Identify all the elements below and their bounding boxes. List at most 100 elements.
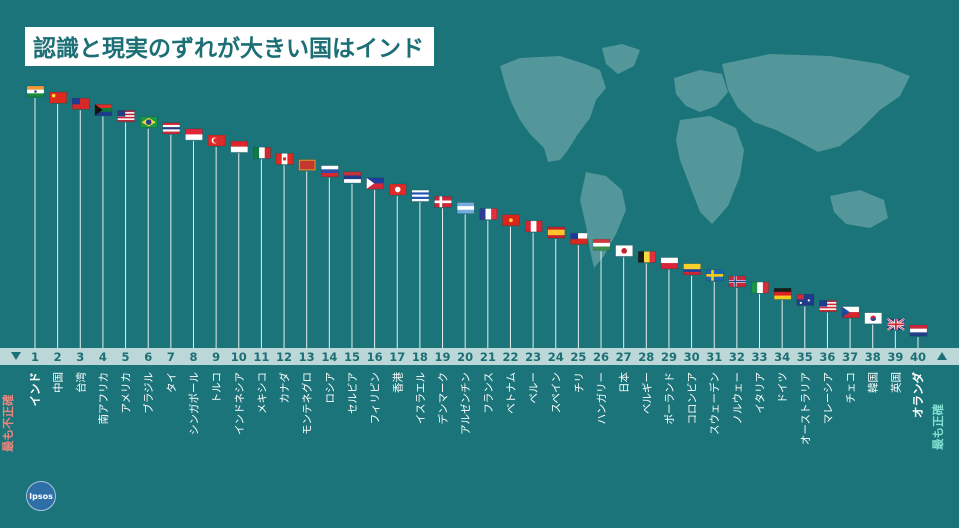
rank-number: 23 <box>525 350 541 364</box>
rank-number: 17 <box>389 350 405 364</box>
italy-flag-icon <box>751 281 769 294</box>
country-name-label: ノルウェー <box>732 372 744 425</box>
chile-flag-icon <box>570 232 588 245</box>
band-left-arrow-icon <box>11 352 21 360</box>
rank-number: 14 <box>321 350 337 364</box>
country-name-label: フランス <box>483 372 495 414</box>
map-australia <box>830 190 888 228</box>
rank-number: 30 <box>684 350 700 364</box>
country-name-label: ブラジル <box>142 372 155 414</box>
rank-number: 35 <box>797 350 813 364</box>
country-name-label: ドイツ <box>777 372 789 404</box>
vietnam-flag-icon <box>502 214 520 226</box>
france-flag-icon <box>479 208 498 220</box>
uk-flag-icon <box>886 317 905 331</box>
rank-number: 21 <box>480 350 496 364</box>
rank-number: 28 <box>638 350 654 364</box>
rank-number: 18 <box>412 350 428 364</box>
country-name-label: チェコ <box>845 372 857 404</box>
flags <box>26 85 928 337</box>
country-name-label: ポーランド <box>664 372 676 425</box>
denmark-flag-icon <box>434 196 452 208</box>
rank-number: 40 <box>910 350 926 364</box>
most-accurate-label: 最も正確 <box>931 404 945 450</box>
argentina-flag-icon <box>456 202 475 214</box>
rank-number: 32 <box>729 350 745 364</box>
map-greenland <box>602 44 640 74</box>
country-name-label: イスラエル <box>415 372 427 424</box>
peru-flag-icon <box>524 220 543 233</box>
country-names: インド 中国 台湾 南アフリカ アメリカ ブラジル タイ シンガポール トルコ インドネシア メキシ… <box>28 372 925 445</box>
world-map-background <box>500 44 910 268</box>
rank-number: 10 <box>231 350 247 364</box>
country-name-label: オーストラリア <box>800 372 812 445</box>
rank-number: 9 <box>212 350 220 364</box>
page-title: 認識と現実のずれが大きい国はインド <box>33 36 424 62</box>
country-name-label: 南アフリカ <box>97 372 110 425</box>
country-name-label: カナダ <box>278 372 291 404</box>
serbia-flag-icon <box>343 171 362 184</box>
band-right-arrow-icon <box>937 352 947 360</box>
rank-number: 8 <box>189 350 197 364</box>
turkey-flag-icon <box>207 134 226 147</box>
country-name-label: ペルー <box>528 372 540 404</box>
australia-flag-icon <box>796 294 815 306</box>
country-name-label: 台湾 <box>74 372 87 393</box>
rank-number: 7 <box>167 350 175 364</box>
spain-flag-icon <box>547 226 565 239</box>
indonesia-flag-icon <box>230 140 249 153</box>
country-name-label: モンテネグロ <box>301 372 314 435</box>
country-name-label: インド <box>28 372 42 407</box>
country-name-label: インドネシア <box>234 372 246 435</box>
country-name-label: シンガポール <box>188 372 200 435</box>
country-name-label: 英国 <box>889 372 902 393</box>
country-name-label: アメリカ <box>121 372 133 413</box>
thailand-flag-icon <box>162 122 181 135</box>
country-name-label: チリ <box>573 372 585 393</box>
russia-flag-icon <box>321 165 339 177</box>
map-north-america <box>500 56 606 162</box>
country-name-label: セルビア <box>347 372 359 414</box>
country-name-label: 中国 <box>52 372 65 393</box>
rank-number: 31 <box>706 350 722 364</box>
rank-number: 12 <box>276 350 292 364</box>
india-flag-icon <box>26 85 45 98</box>
rank-number: 29 <box>661 350 677 364</box>
country-name-label: 香港 <box>392 372 404 393</box>
country-name-label: 日本 <box>618 372 631 393</box>
rank-number: 37 <box>842 350 858 364</box>
country-name-label: マレーシア <box>822 372 834 424</box>
country-name-label: スウェーデン <box>708 372 721 435</box>
rank-number: 33 <box>752 350 768 364</box>
china-flag-icon <box>49 91 67 104</box>
usa-flag-icon <box>117 110 135 122</box>
korea-flag-icon <box>864 312 882 324</box>
rank-number: 22 <box>502 350 518 364</box>
rank-number: 19 <box>435 350 451 364</box>
title-banner: 認識と現実のずれが大きい国はインド <box>25 27 434 66</box>
country-name-label: トルコ <box>211 372 223 403</box>
germany-flag-icon <box>773 287 792 300</box>
rank-number: 24 <box>548 350 564 364</box>
rank-number: 20 <box>457 350 473 364</box>
taiwan-flag-icon <box>72 98 90 110</box>
rank-number: 1 <box>31 350 39 364</box>
czech-flag-icon <box>841 306 860 318</box>
belgium-flag-icon <box>638 251 656 263</box>
country-name-label: ハンガリー <box>596 372 608 425</box>
country-name-label: アルゼンチン <box>460 372 472 435</box>
country-name-label: 韓国 <box>868 372 880 393</box>
rank-number: 11 <box>253 350 269 364</box>
brazil-flag-icon <box>139 116 158 128</box>
ipsos-logo-text: Ipsos <box>29 491 53 501</box>
poland-flag-icon <box>660 257 679 269</box>
rank-number: 6 <box>144 350 152 364</box>
rank-number: 15 <box>344 350 360 364</box>
country-name-label: スペイン <box>551 372 563 413</box>
rank-number: 38 <box>865 350 881 364</box>
map-africa <box>676 116 744 224</box>
country-name-label: ベルギー <box>641 372 653 414</box>
canada-flag-icon <box>275 153 294 165</box>
norway-flag-icon <box>728 275 747 288</box>
philippines-flag-icon <box>366 177 384 190</box>
